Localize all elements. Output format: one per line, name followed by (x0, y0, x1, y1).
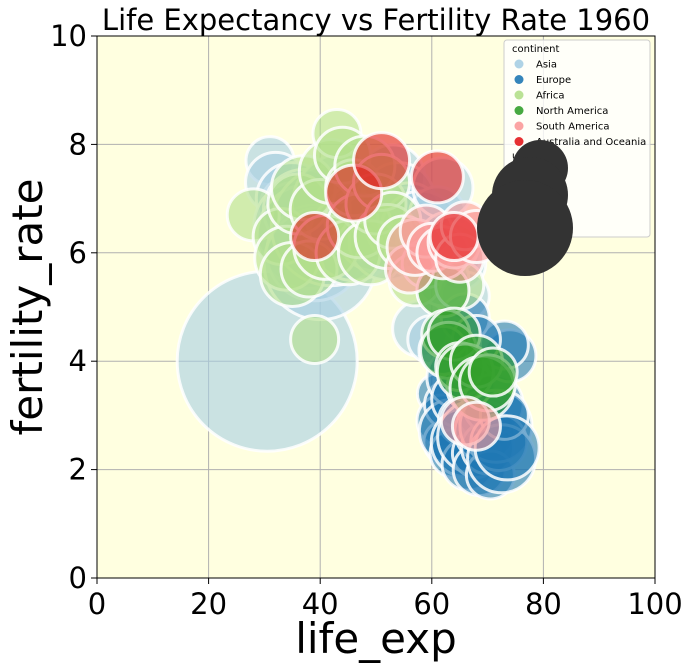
legend-marker-3 (514, 106, 524, 115)
legend-label-5: Australia and Oceania (536, 137, 646, 148)
legend-marker-5 (514, 137, 524, 146)
point-2-7 (289, 314, 341, 366)
legend-label-1: Europe (536, 75, 571, 86)
ticks: 0 20 40 60 80 100 0 2 4 6 8 10 (50, 19, 683, 621)
point-5-3 (409, 149, 465, 205)
x-tick-label-2: 40 (302, 587, 339, 621)
x-tick-label-3: 60 (413, 587, 450, 621)
x-tick-label-4: 80 (525, 587, 562, 621)
legend-marker-1 (514, 75, 524, 84)
y-tick-label-0: 0 (69, 561, 87, 595)
legend-label-2: Africa (536, 91, 565, 102)
y-tick-label-4: 8 (69, 127, 87, 161)
legend-label-4: South America (536, 122, 610, 133)
x-tick-label-1: 20 (190, 587, 227, 621)
legend-hue-title: continent (512, 44, 559, 55)
point-5-2 (352, 131, 412, 191)
y-tick-label-2: 4 (69, 344, 87, 378)
x-tick-label-0: 0 (88, 587, 106, 621)
legend-marker-4 (514, 121, 524, 131)
y-axis-title: fertility_rate (3, 178, 52, 435)
legend-label-3: North America (536, 106, 608, 117)
x-axis-title: life_exp (295, 614, 457, 663)
y-tick-label-3: 6 (69, 236, 87, 270)
point-5-4 (428, 211, 480, 263)
legend-size-marker-2 (477, 180, 573, 276)
legend-marker-0 (514, 59, 524, 69)
legend-label-0: Asia (536, 60, 557, 71)
legend-marker-2 (514, 90, 524, 100)
point-5-0 (289, 211, 341, 263)
points (175, 108, 541, 501)
x-tick-label-5: 100 (627, 587, 682, 621)
plot-frame (96, 35, 656, 579)
chart-title: Life Expectancy vs Fertility Rate 1960 (102, 3, 650, 37)
legend: continent Asia Europe Africa North America S… (477, 39, 651, 276)
point-4-10 (450, 400, 502, 452)
y-tick-label-5: 10 (50, 19, 87, 53)
y-tick-label-1: 2 (69, 453, 87, 487)
point-3-9 (467, 346, 519, 398)
series-5 (289, 131, 480, 263)
